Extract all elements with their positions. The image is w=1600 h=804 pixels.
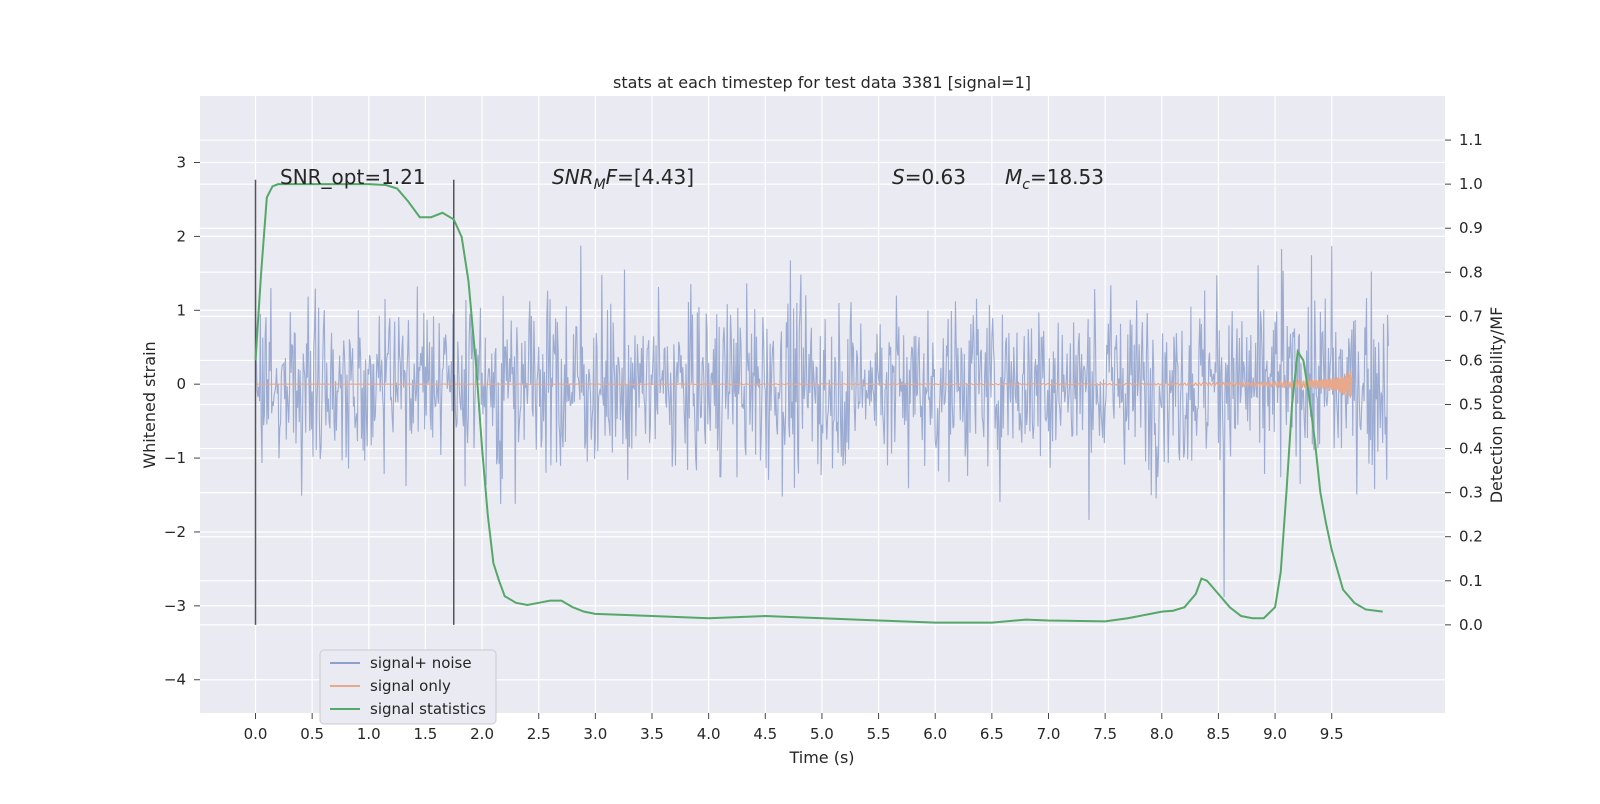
annotation-mc: Mc=18.53: [1005, 165, 1104, 193]
y-right-tick-label: 0.1: [1459, 572, 1483, 590]
y-right-tick-label: 0.0: [1459, 616, 1483, 634]
x-tick-label: 8.5: [1207, 725, 1231, 743]
x-tick-label: 1.0: [357, 725, 381, 743]
statistics-line: [254, 183, 1383, 624]
x-tick-label: 0.0: [244, 725, 268, 743]
y-tick-label: −3: [164, 597, 186, 615]
x-tick-label: 4.0: [697, 725, 721, 743]
y-right-tick-label: 0.3: [1459, 484, 1483, 502]
x-tick-label: 2.0: [470, 725, 494, 743]
legend-box: [319, 649, 497, 725]
y-tick-label: −1: [164, 449, 186, 467]
x-tick-label: 2.5: [527, 725, 551, 743]
signal-only-series: [255, 370, 1353, 399]
y-right-tick-label: 0.4: [1459, 440, 1483, 458]
vertical-markers: [254, 179, 455, 625]
y-tick-label: 2: [176, 227, 186, 245]
x-tick-label: 0.5: [300, 725, 324, 743]
chart-title: stats at each timestep for test data 338…: [613, 73, 1031, 92]
y-tick-label: −4: [164, 671, 186, 689]
x-tick-label: 3.5: [640, 725, 664, 743]
y-right-tick-label: 0.7: [1459, 307, 1483, 325]
signal-line: [255, 370, 1353, 399]
x-tick-label: 9.5: [1320, 725, 1344, 743]
x-tick-label: 9.0: [1263, 725, 1287, 743]
x-tick-label: 1.5: [414, 725, 438, 743]
y-tick-label: −2: [164, 523, 186, 541]
x-tick-label: 7.5: [1093, 725, 1117, 743]
y-right-tick-label: 1.1: [1459, 131, 1483, 149]
noise-series: [254, 245, 1389, 598]
y-axis-label: Whitened strain: [140, 341, 159, 468]
legend-label-signal: signal only: [370, 677, 451, 695]
legend-label-noise: signal+ noise: [370, 654, 472, 672]
y-right-tick-label: 0.5: [1459, 396, 1483, 414]
x-tick-label: 6.5: [980, 725, 1004, 743]
y-tick-label: 1: [176, 301, 186, 319]
legend: signal+ noise signal only signal statist…: [319, 649, 497, 725]
y-right-tick-label: 0.9: [1459, 219, 1483, 237]
y-right-tick-label: 0.2: [1459, 528, 1483, 546]
y-tick-label: 0: [176, 375, 186, 393]
x-tick-label: 8.0: [1150, 725, 1174, 743]
y-tick-label: 3: [176, 154, 186, 172]
noise-line: [254, 245, 1389, 598]
y-right-tick-label: 0.6: [1459, 351, 1483, 369]
y-right-tick-label: 0.8: [1459, 263, 1483, 281]
statistics-series: [254, 183, 1383, 624]
x-axis-label: Time (s): [788, 748, 854, 767]
annotation-s: S=0.63: [892, 165, 966, 189]
legend-label-statistics: signal statistics: [370, 700, 486, 718]
y-axis-right-label: Detection probability/MF: [1487, 307, 1506, 504]
x-tick-label: 5.5: [867, 725, 891, 743]
tick-labels: 0.0 0.5 1.0 1.5 2.0 2.5 3.0 3.5 4.0 4.5 5.0 5.5 6.0 6…: [164, 131, 1483, 743]
annotation-snr-mf: SNRMF=[4.43]: [552, 165, 694, 193]
x-tick-label: 6.0: [923, 725, 947, 743]
annotation-snr-opt: SNR_opt=1.21: [280, 165, 426, 189]
x-tick-label: 3.0: [583, 725, 607, 743]
x-tick-label: 5.0: [810, 725, 834, 743]
y-right-tick-label: 1.0: [1459, 175, 1483, 193]
x-tick-label: 7.0: [1037, 725, 1061, 743]
x-tick-label: 4.5: [753, 725, 777, 743]
